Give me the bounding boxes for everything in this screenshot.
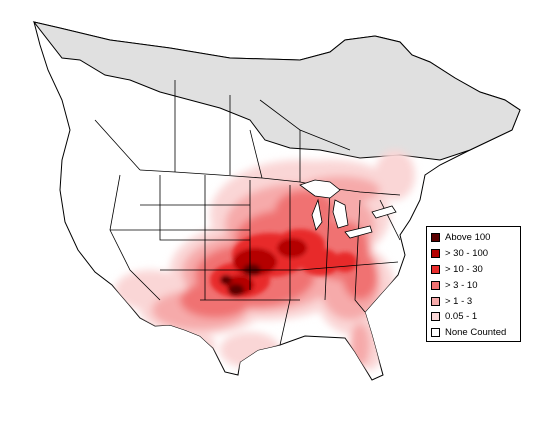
abundance-patch bbox=[220, 332, 280, 368]
legend-label: > 30 - 100 bbox=[445, 248, 489, 260]
legend-item: 0.05 - 1 bbox=[431, 309, 520, 325]
great-lakes bbox=[299, 179, 397, 239]
abundance-patch bbox=[375, 150, 415, 200]
boundary-lines bbox=[94, 80, 401, 346]
legend-label: > 1 - 3 bbox=[445, 295, 473, 307]
legend-label: > 3 - 10 bbox=[445, 279, 478, 291]
legend-swatch bbox=[431, 328, 440, 338]
abundance-patch bbox=[165, 330, 215, 360]
legend-swatch bbox=[431, 296, 440, 306]
legend-item: None Counted bbox=[431, 325, 520, 341]
abundance-hotspot bbox=[333, 252, 357, 272]
legend: Above 100 > 30 - 100 > 10 - 30 > 3 - 10 > 1 … bbox=[426, 226, 521, 342]
abundance-hotspot bbox=[228, 284, 244, 296]
legend-item: > 10 - 30 bbox=[431, 262, 520, 278]
legend-item: > 3 - 10 bbox=[431, 277, 520, 293]
legend-swatch bbox=[431, 280, 440, 290]
abundance-hotspot bbox=[220, 275, 232, 285]
not-surveyed-region bbox=[32, 21, 521, 161]
legend-label: None Counted bbox=[445, 327, 507, 339]
legend-item: > 30 - 100 bbox=[431, 246, 520, 262]
legend-label: 0.05 - 1 bbox=[445, 311, 478, 323]
legend-item: > 1 - 3 bbox=[431, 293, 520, 309]
legend-swatch bbox=[431, 249, 440, 259]
legend-swatch bbox=[431, 312, 440, 322]
legend-item: Above 100 bbox=[431, 230, 520, 246]
abundance-hotspot bbox=[277, 238, 307, 258]
legend-label: Above 100 bbox=[445, 232, 491, 244]
legend-swatch bbox=[431, 233, 440, 243]
legend-label: > 10 - 30 bbox=[445, 263, 483, 275]
legend-swatch bbox=[431, 264, 440, 274]
